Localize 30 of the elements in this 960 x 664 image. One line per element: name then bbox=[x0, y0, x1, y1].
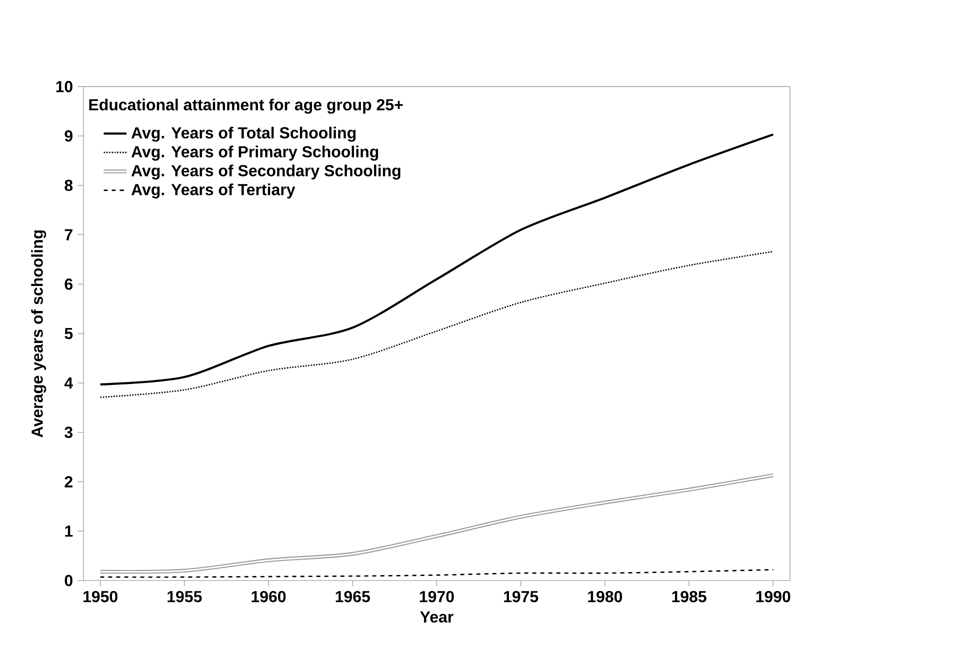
line-series bbox=[98, 473, 775, 574]
x-tick-label: 1960 bbox=[252, 590, 286, 602]
x-tick-label: 1980 bbox=[588, 590, 622, 602]
x-tick-label: 1970 bbox=[420, 590, 454, 602]
y-tick-label: 6 bbox=[64, 278, 73, 290]
line-series bbox=[100, 569, 774, 578]
y-tick-label: 10 bbox=[56, 80, 72, 92]
legend-label: Avg. Years of Total Schooling bbox=[131, 126, 356, 142]
y-tick-label: 5 bbox=[64, 328, 73, 340]
legend-label: Avg. Years of Primary Schooling bbox=[131, 146, 378, 161]
y-tick-label: 4 bbox=[64, 377, 73, 388]
x-tick-label: 1955 bbox=[168, 590, 202, 602]
x-tick-label: 1950 bbox=[84, 590, 118, 602]
y-tick-label: 7 bbox=[64, 229, 72, 240]
x-axis-title: Year bbox=[420, 611, 454, 623]
x-tick-label: 1965 bbox=[336, 590, 370, 602]
y-tick-label: 3 bbox=[64, 426, 73, 438]
x-tick-label: 1975 bbox=[504, 590, 538, 602]
legend-label: Avg. Years of Secondary Schooling bbox=[131, 164, 400, 180]
legend-label: Avg. Years of Tertiary bbox=[131, 184, 296, 199]
legend-title: Educational attainment for age group 25+ bbox=[89, 98, 403, 114]
y-tick-label: 2 bbox=[64, 476, 72, 488]
y-tick-label: 8 bbox=[64, 180, 73, 192]
y-axis-title: Average years of schooling bbox=[31, 230, 46, 438]
x-tick-label: 1985 bbox=[672, 590, 706, 602]
y-tick-label: 1 bbox=[65, 526, 73, 537]
line-series bbox=[100, 250, 774, 398]
y-tick-label: 9 bbox=[64, 130, 72, 142]
x-tick-label: 1990 bbox=[756, 590, 790, 602]
y-tick-label: 0 bbox=[64, 574, 72, 586]
